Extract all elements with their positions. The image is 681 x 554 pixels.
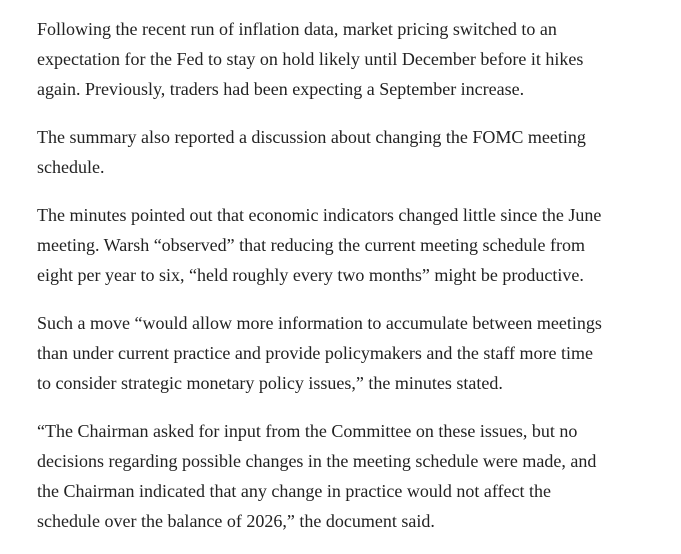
- text-line: schedule.: [37, 157, 105, 177]
- text-line: decisions regarding possible changes in …: [37, 451, 597, 471]
- text-line: eight per year to six, “held roughly eve…: [37, 265, 584, 285]
- text-line: meeting. Warsh “observed” that reducing …: [37, 235, 586, 255]
- paragraph: The summary also reported a discussion a…: [37, 122, 677, 182]
- text-line: expectation for the Fed to stay on hold …: [37, 49, 584, 69]
- text-line: to consider strategic monetary policy is…: [37, 373, 503, 393]
- text-line: again. Previously, traders had been expe…: [37, 79, 525, 99]
- text-line: schedule over the balance of 2026,” the …: [37, 511, 435, 531]
- text-line: Such a move “would allow more informatio…: [37, 313, 602, 333]
- paragraph: Such a move “would allow more informatio…: [37, 308, 677, 398]
- paragraph: Following the recent run of inflation da…: [37, 14, 677, 104]
- text-line: Following the recent run of inflation da…: [37, 19, 557, 39]
- text-line: the Chairman indicated that any change i…: [37, 481, 551, 501]
- article: Following the recent run of inflation da…: [37, 14, 677, 554]
- text-line: “The Chairman asked for input from the C…: [37, 421, 578, 441]
- text-line: The summary also reported a discussion a…: [37, 127, 586, 147]
- text-line: The minutes pointed out that economic in…: [37, 205, 602, 225]
- paragraph: The minutes pointed out that economic in…: [37, 200, 677, 290]
- text-line: than under current practice and provide …: [37, 343, 593, 363]
- paragraph: “The Chairman asked for input from the C…: [37, 416, 677, 536]
